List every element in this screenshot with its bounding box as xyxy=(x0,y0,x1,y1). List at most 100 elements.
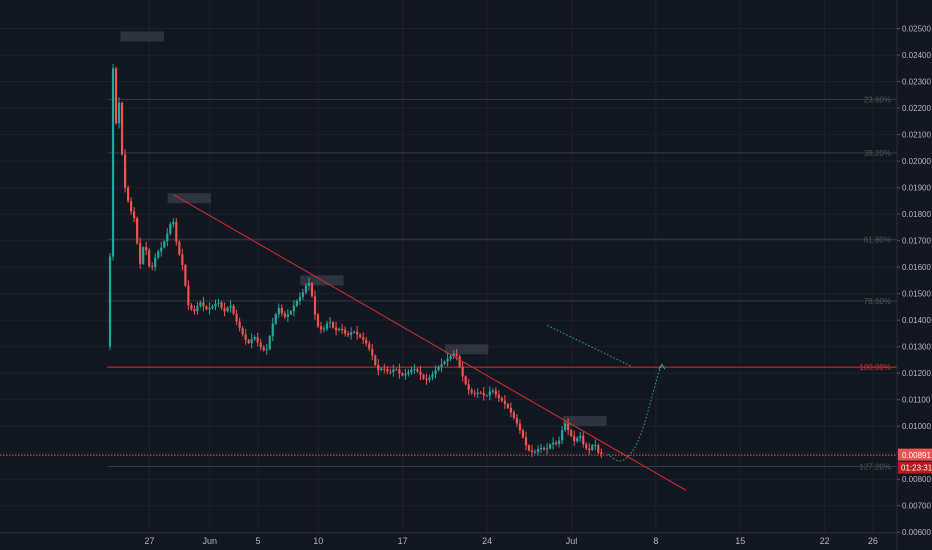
candle-body xyxy=(539,447,543,450)
current-price-value: 0.00891 xyxy=(902,451,931,460)
y-tick-label: 0.00600 xyxy=(902,528,931,537)
candle-body xyxy=(120,102,124,155)
candle-body xyxy=(452,353,455,357)
candle-body xyxy=(476,392,479,394)
candle-body xyxy=(205,306,208,310)
projection-arrowhead xyxy=(658,363,666,370)
candle-body xyxy=(235,313,238,322)
candle-body xyxy=(199,302,202,306)
candle-body xyxy=(232,305,235,314)
candle-body xyxy=(464,376,467,385)
candle-body xyxy=(416,368,419,372)
candle-body xyxy=(407,372,410,374)
candle-body xyxy=(202,302,205,307)
candle-body xyxy=(443,361,446,365)
candle-body xyxy=(193,309,196,312)
highlight-box xyxy=(167,193,211,204)
candle-body xyxy=(241,328,244,335)
fib-label: 61.80% xyxy=(864,235,891,244)
candle-body xyxy=(334,327,338,331)
y-tick-label: 0.01800 xyxy=(902,210,931,219)
fib-label: 78.60% xyxy=(864,297,891,306)
candle-body xyxy=(515,417,519,424)
candle-body xyxy=(509,407,512,413)
candle-body xyxy=(548,444,552,449)
candle-body xyxy=(383,368,386,370)
candle-body xyxy=(398,369,401,374)
candle-body xyxy=(169,224,172,234)
candle-body xyxy=(567,423,570,431)
candle-body xyxy=(280,307,283,314)
candle-body xyxy=(458,356,461,367)
candle-body xyxy=(226,307,229,312)
projection-path xyxy=(607,365,663,462)
candle-body xyxy=(271,323,274,337)
candle-body xyxy=(482,392,485,396)
x-tick-label: 8 xyxy=(653,536,658,546)
fib-label: 23.60% xyxy=(864,95,891,104)
x-tick-label: 10 xyxy=(313,536,323,546)
candle-body xyxy=(600,452,603,455)
x-tick-label: 17 xyxy=(398,536,408,546)
candle-body xyxy=(356,331,359,335)
candle-body xyxy=(142,247,145,264)
candle-body xyxy=(148,250,151,267)
countdown-value: 01:23:31 xyxy=(901,464,932,473)
candle-body xyxy=(491,390,494,392)
candle-body xyxy=(265,349,268,351)
candle-body xyxy=(145,247,148,251)
candle-body xyxy=(422,374,425,379)
candle-body xyxy=(319,326,323,330)
candle-body xyxy=(244,334,247,340)
candle-body xyxy=(136,218,139,244)
current-price-tag xyxy=(898,448,932,461)
candle-body xyxy=(371,348,374,356)
candle-body xyxy=(500,398,503,401)
candle-body xyxy=(175,222,178,242)
x-tick-label: 27 xyxy=(144,536,154,546)
y-tick-label: 0.01700 xyxy=(902,237,931,246)
highlight-box xyxy=(563,415,607,426)
candle-body xyxy=(431,374,434,378)
candle-body xyxy=(564,423,567,431)
candle-body xyxy=(473,392,476,394)
candle-body xyxy=(289,311,292,315)
candle-body xyxy=(455,353,458,357)
candle-body xyxy=(404,373,407,376)
candle-body xyxy=(229,305,232,308)
candle-body xyxy=(585,444,588,449)
candle-body xyxy=(419,371,422,375)
candle-body xyxy=(172,222,175,225)
candle-body xyxy=(298,296,302,301)
highlight-box xyxy=(444,344,489,355)
candle-body xyxy=(304,285,308,293)
candle-body xyxy=(344,329,347,334)
candle-body xyxy=(238,321,241,329)
candle-body xyxy=(425,378,428,381)
candle-body xyxy=(386,368,389,372)
price-labels: 0.00891 01:23:31 xyxy=(898,448,932,474)
candle-body xyxy=(341,328,344,330)
candle-body xyxy=(262,347,265,350)
candle-body xyxy=(594,445,597,447)
candle-body xyxy=(328,322,332,324)
candle-body xyxy=(434,370,437,375)
candle-body xyxy=(196,305,199,312)
candle-body xyxy=(362,337,365,340)
candle-body xyxy=(488,391,491,396)
candle-body xyxy=(545,448,549,450)
candle-body xyxy=(428,377,431,381)
candle-body xyxy=(283,313,286,317)
candle-body xyxy=(597,445,600,453)
candle-body xyxy=(292,305,295,312)
candle-body xyxy=(512,412,516,418)
candle-body xyxy=(555,442,558,444)
candle-body xyxy=(494,390,497,395)
candle-body xyxy=(413,368,416,370)
candle-body xyxy=(208,307,211,310)
candle-body xyxy=(497,394,500,399)
x-tick-label: 22 xyxy=(820,536,830,546)
x-tick-label: 5 xyxy=(256,536,261,546)
candle-body xyxy=(286,314,289,317)
